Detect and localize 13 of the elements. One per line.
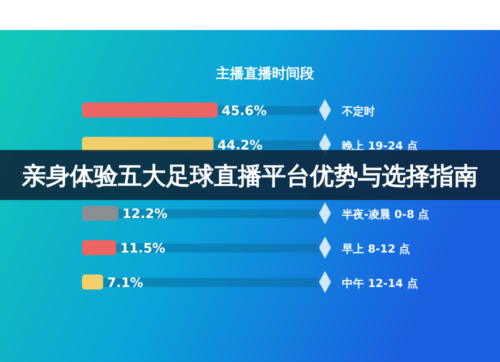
data-label: 7.1% <box>107 276 144 291</box>
data-label: 45.6% <box>222 104 267 119</box>
bar <box>82 206 118 221</box>
y-tick-label: 半夜-凌晨 0-8 点 <box>341 208 430 222</box>
data-label: 11.5% <box>120 242 166 257</box>
y-tick-label: 晚上 19-24 点 <box>342 139 418 152</box>
y-tick-label: 中午 12-14 点 <box>342 277 418 290</box>
y-tick-label: 早上 8-12 点 <box>341 242 410 256</box>
bar <box>82 240 116 256</box>
chart-title: 主播直播时间段 <box>215 65 315 82</box>
data-label: 12.2% <box>122 207 168 222</box>
y-tick-label: 不定时 <box>341 105 375 118</box>
bar <box>82 274 104 290</box>
